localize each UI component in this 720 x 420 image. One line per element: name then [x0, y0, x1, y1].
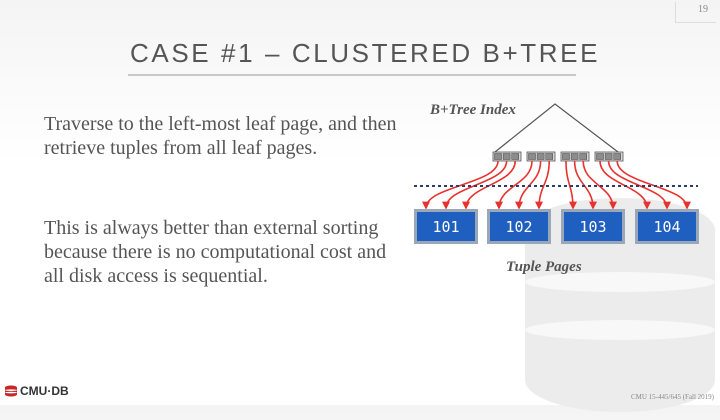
tuple-page-label: 104 [653, 218, 680, 236]
paragraph-traverse: Traverse to the left-most leaf page, and… [44, 113, 397, 159]
leaf-node [594, 151, 624, 162]
leaf-to-page-arrow [582, 160, 617, 210]
tuple-page: 102 [487, 209, 551, 244]
logo-text: CMU·DB [20, 384, 69, 398]
leaf-to-page-arrow [495, 160, 533, 210]
leaf-to-page-arrow [607, 160, 671, 210]
leaf-nodes [492, 151, 624, 162]
leaf-to-page-arrow [565, 160, 577, 210]
tree-triangle [494, 103, 619, 153]
page-number: 19 [698, 4, 708, 15]
leaf-to-page-arrow [599, 160, 651, 210]
tuple-page-label: 103 [579, 218, 606, 236]
leaf-node [560, 151, 590, 162]
slide-title: CASE #1 – CLUSTERED B+TREE [130, 38, 601, 68]
btree-diagram: B+Tree Index 101 102 103 104 Tuple Pages [414, 102, 699, 275]
leaf-to-page-arrow [442, 160, 508, 210]
leaf-to-page-arrow [573, 160, 597, 210]
leaf-arrows [422, 160, 691, 210]
leaf-to-page-arrow [515, 160, 542, 210]
tuple-page: 103 [561, 209, 625, 244]
tuple-pages: 101 102 103 104 [414, 209, 699, 244]
cmu-db-logo-icon [5, 385, 17, 397]
tuple-label: Tuple Pages [506, 259, 582, 275]
title-divider [128, 74, 576, 76]
index-label: B+Tree Index [429, 102, 516, 118]
tuple-page-label: 101 [432, 218, 459, 236]
tuple-page: 101 [414, 209, 478, 244]
tuple-page: 104 [635, 209, 699, 244]
paragraph-better: This is always better than external sort… [44, 217, 387, 287]
cmu-db-logo: CMU·DB [4, 384, 69, 398]
page-number-frame [675, 2, 716, 23]
leaf-to-page-arrow [422, 160, 499, 210]
course-footer: CMU 15-445/645 (Fall 2019) [630, 393, 714, 401]
leaf-node [492, 151, 522, 162]
tuple-page-label: 102 [505, 218, 532, 236]
leaf-to-page-arrow [462, 160, 516, 210]
database-watermark-icon [525, 198, 715, 412]
leaf-to-page-arrow [616, 160, 691, 210]
leaf-to-page-arrow [535, 160, 550, 210]
leaf-node [526, 151, 556, 162]
